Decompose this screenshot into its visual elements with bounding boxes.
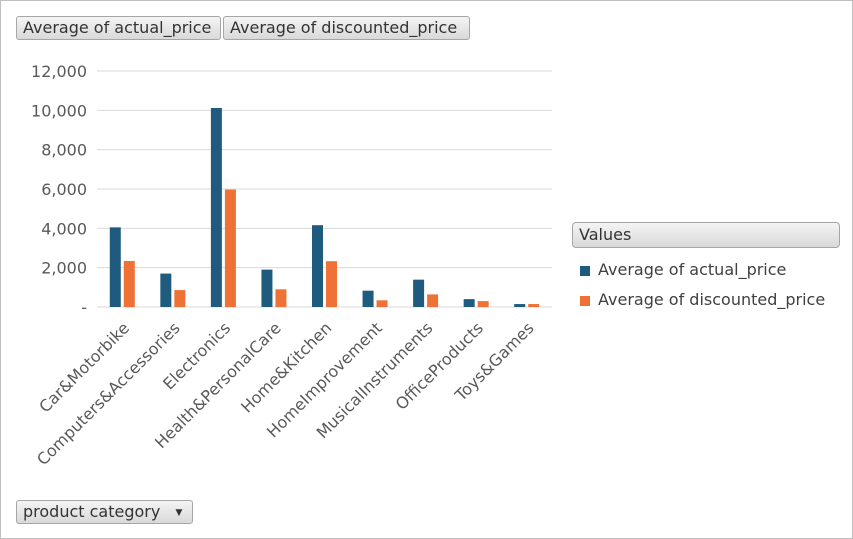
y-tick-label: 8,000	[41, 141, 87, 160]
bars	[109, 107, 540, 308]
legend-label: Average of discounted_price	[598, 290, 826, 309]
bar-discounted-price	[123, 260, 135, 307]
bar-actual-price	[109, 227, 121, 307]
x-axis: Car&MotorbikeComputers&AccessoriesElectr…	[33, 318, 538, 469]
axis-field-label: product category	[23, 502, 161, 521]
bar-actual-price	[413, 279, 425, 307]
y-tick-label: 4,000	[41, 219, 87, 238]
y-tick-label: 6,000	[41, 180, 87, 199]
legend-swatch-actual-price	[580, 266, 590, 276]
bar-discounted-price	[326, 261, 337, 307]
bar-discounted-price	[427, 294, 439, 307]
legend-label: Average of actual_price	[598, 260, 787, 279]
legend-swatch-discounted-price	[580, 296, 590, 306]
axis-field-button-product-category[interactable]: product category ▼	[16, 500, 193, 524]
y-tick-label: 10,000	[31, 101, 87, 120]
bar-discounted-price	[477, 301, 489, 307]
bar-discounted-price	[224, 189, 236, 307]
bar-actual-price	[362, 290, 374, 307]
bar-actual-price	[210, 107, 222, 308]
legend-values-button[interactable]: Values	[572, 222, 840, 248]
dropdown-arrow-icon[interactable]: ▼	[175, 507, 183, 518]
x-tick-label: OfficeProducts	[392, 318, 487, 413]
x-tick-label: Home&Kitchen	[237, 318, 335, 416]
gridlines	[97, 70, 552, 308]
value-field-button-actual-price[interactable]: Average of actual_price	[16, 16, 221, 40]
value-field-button-discounted-price[interactable]: Average of discounted_price	[223, 16, 470, 40]
bar-discounted-price	[275, 289, 287, 307]
bar-actual-price	[312, 225, 323, 307]
y-tick-label: 2,000	[41, 259, 87, 278]
y-tick-label: 12,000	[31, 62, 87, 81]
bar-actual-price	[463, 299, 475, 307]
bar-actual-price	[160, 273, 172, 307]
bar-discounted-price	[174, 290, 186, 307]
x-tick-label: Car&Motorbike	[35, 318, 133, 416]
y-tick-label: -	[81, 298, 87, 317]
bar-discounted-price	[376, 300, 388, 307]
y-axis: - 2,000 4,000 6,000 8,000 10,000 12,000	[31, 62, 87, 317]
bar-actual-price	[514, 304, 526, 307]
bar-actual-price	[261, 269, 273, 307]
bar-discounted-price	[528, 304, 540, 307]
